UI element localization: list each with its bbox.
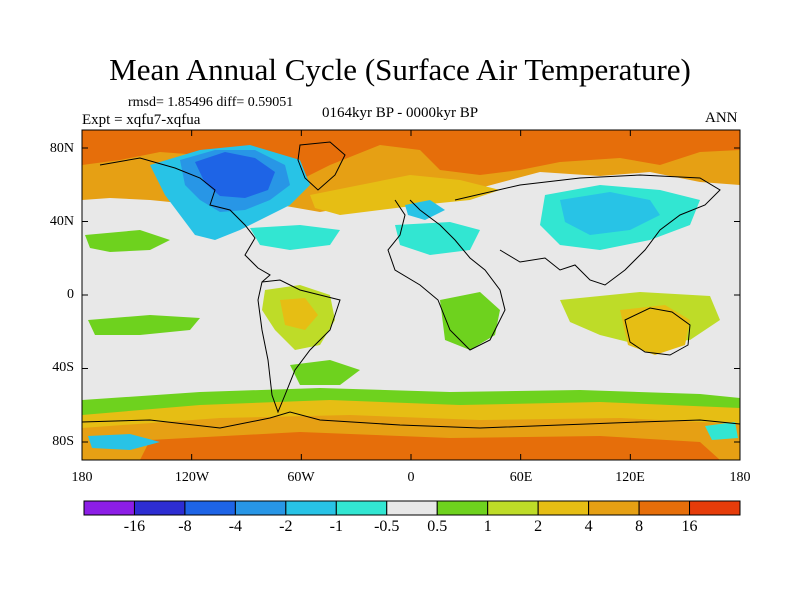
- colorbar-swatch: [487, 500, 539, 516]
- atlantic-cool: [250, 225, 340, 250]
- colorbar-swatch: [436, 500, 489, 516]
- colorbar-swatch: [689, 500, 741, 516]
- x-label-0: 0: [407, 470, 415, 485]
- colorbar: [83, 500, 741, 516]
- antarctic-cool-patch-east: [705, 422, 738, 440]
- colorbar-label: -16: [123, 518, 146, 535]
- colorbar-swatch: [537, 500, 590, 516]
- y-label-0: 0: [67, 287, 74, 302]
- colorbar-label: 4: [584, 518, 593, 535]
- asia-cool-core: [560, 192, 660, 235]
- coast-europe-africa: [387, 199, 506, 351]
- x-label-180e: 180: [729, 470, 751, 485]
- antarctic-cool-patch: [88, 434, 160, 450]
- temperature-field: [82, 130, 740, 460]
- y-label-80n: 80N: [49, 141, 74, 156]
- south-america-core: [280, 298, 318, 330]
- colorbar-swatch: [133, 500, 186, 516]
- coast-asia: [454, 174, 721, 286]
- coastlines: [82, 141, 740, 429]
- colorbar-label: -4: [228, 518, 243, 535]
- y-label-40s: 40S: [52, 360, 74, 375]
- colorbar-label: 1: [483, 518, 492, 535]
- experiment-label: Expt = xqfu7-xqfua: [82, 112, 201, 128]
- stats-text: rmsd= 1.85496 diff= 0.59051: [128, 95, 294, 110]
- x-label-60w: 60W: [287, 470, 315, 485]
- y-label-40n: 40N: [49, 214, 74, 229]
- colorbar-label: 0.5: [427, 518, 448, 535]
- colorbar-swatch: [184, 500, 236, 516]
- colorbar-swatch: [588, 500, 640, 516]
- colorbar-label: -2: [279, 518, 293, 535]
- colorbar-label: -1: [329, 518, 343, 535]
- coast-north-america: [99, 157, 271, 283]
- south-atlantic-warm: [290, 360, 360, 385]
- y-label-80s: 80S: [52, 434, 74, 449]
- period-label: 0164kyr BP - 0000kyr BP: [322, 105, 479, 121]
- colorbar-label: 2: [534, 518, 543, 535]
- season-label: ANN: [705, 110, 738, 126]
- colorbar-swatch: [335, 500, 388, 516]
- pacific-warm-north: [85, 230, 170, 252]
- colorbar-label: 8: [635, 518, 644, 535]
- colorbar-swatch: [83, 500, 135, 516]
- coast-greenland: [297, 141, 346, 191]
- coast-antarctica: [82, 411, 740, 429]
- map-title: Mean Annual Cycle (Surface Air Temperatu…: [109, 52, 691, 87]
- coast-south-america: [257, 279, 341, 414]
- x-label-60e: 60E: [509, 470, 533, 485]
- colorbar-label: -8: [178, 518, 192, 535]
- colorbar-label: 16: [681, 518, 698, 535]
- colorbar-swatch: [386, 500, 438, 516]
- colorbar-swatch: [638, 500, 691, 516]
- x-label-180w: 180: [71, 470, 93, 485]
- arctic-strong-warm: [82, 130, 740, 180]
- europe-warm: [310, 175, 500, 215]
- antarctic-strong-warm: [140, 432, 720, 460]
- x-label-120e: 120E: [615, 470, 645, 485]
- coast-australia: [624, 307, 691, 356]
- australia-warm: [620, 305, 690, 355]
- canada-blue-core: [195, 152, 275, 198]
- colorbar-swatch: [234, 500, 287, 516]
- pacific-south-warm: [88, 315, 200, 335]
- colorbar-label: -0.5: [374, 518, 400, 535]
- x-label-120w: 120W: [174, 470, 210, 485]
- middle-east-cool: [395, 222, 480, 255]
- colorbar-swatch: [285, 500, 337, 516]
- axis-ticks: [81, 130, 741, 460]
